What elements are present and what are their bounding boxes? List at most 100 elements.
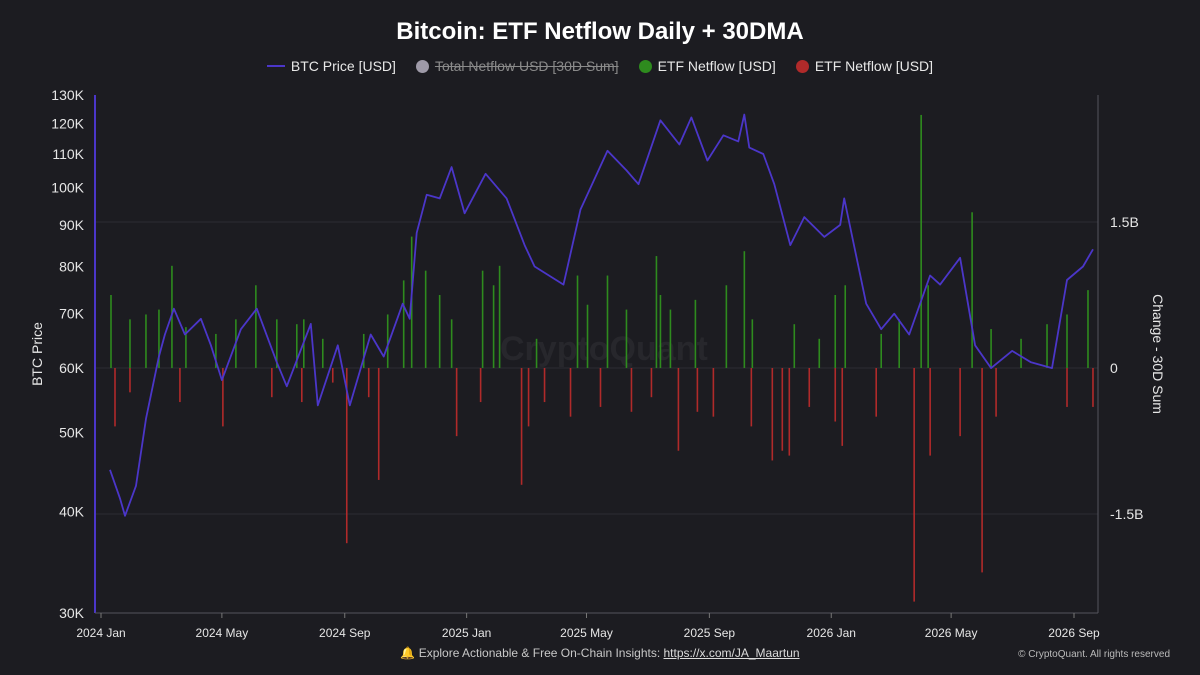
right-tick-label: 0 (1110, 360, 1118, 376)
inflow-bar (606, 275, 609, 368)
y-tick-label: 110K (52, 146, 84, 162)
inflow-bar (971, 212, 973, 368)
inflow-bar (402, 280, 405, 368)
chart-legend: BTC Price [USD] Total Netflow USD [30D S… (0, 58, 1200, 74)
copyright-text: © CryptoQuant. All rights reserved (1018, 649, 1170, 660)
inflow-bar (990, 329, 992, 368)
inflow-bar (625, 309, 628, 368)
outflow-bar (834, 368, 837, 422)
inflow-bar (1066, 314, 1068, 368)
inflow-bar (158, 309, 160, 368)
inflow-bar (438, 295, 441, 368)
outflow-bar (875, 368, 878, 417)
inflow-bar (255, 285, 257, 368)
outflow-bar (331, 368, 334, 383)
inflow-bar (818, 338, 821, 368)
outflow-bar (455, 368, 458, 437)
inflow-bar (898, 319, 900, 368)
x-tick-label: 2026 Jan (807, 626, 856, 640)
inflow-bar (655, 256, 658, 368)
y-tick-label: 130K (51, 87, 84, 103)
chart-title: Bitcoin: ETF Netflow Daily + 30DMA (396, 18, 804, 45)
outflow-bar (781, 368, 784, 451)
inflow-bar (215, 333, 217, 368)
outflow-bar (377, 368, 380, 480)
inflow-bar (185, 327, 187, 368)
outflow-bar (222, 368, 224, 427)
inflow-bar (1087, 290, 1089, 368)
inflow-bar (362, 333, 365, 368)
footer-link[interactable]: https://x.com/JA_Maartun (663, 646, 800, 660)
x-tick-label: 2024 Jan (76, 626, 125, 640)
y-tick-label: 100K (51, 180, 84, 196)
inflow-bar (110, 295, 112, 368)
inflow-bar (424, 270, 427, 368)
watermark-text: CryptoQuant (500, 330, 708, 368)
legend-label: ETF Netflow [USD] (657, 58, 776, 74)
inflow-bar (492, 285, 495, 368)
outflow-bar (981, 368, 983, 573)
outflow-bar (771, 368, 774, 461)
y-axis-title: BTC Price (29, 322, 45, 386)
outflow-bar (788, 368, 791, 456)
inflow-bar (1046, 324, 1048, 368)
legend-dot-swatch (795, 59, 809, 73)
y-tick-label: 90K (59, 217, 85, 233)
outflow-bar (129, 368, 131, 393)
inflow-bar (834, 295, 837, 368)
legend-item-etf-inflow[interactable]: ETF Netflow [USD] (638, 58, 776, 74)
outflow-bar (841, 368, 844, 446)
legend-item-btc-price[interactable]: BTC Price [USD] (266, 58, 396, 74)
inflow-bar (920, 114, 922, 368)
inflow-bar (880, 333, 882, 368)
outflow-bar (630, 368, 633, 412)
x-tick-label: 2026 May (925, 626, 978, 640)
outflow-bar (367, 368, 370, 398)
inflow-bar (498, 265, 501, 368)
outflow-bar (750, 368, 753, 427)
right-axis-title: Change - 30D Sum (1150, 294, 1166, 414)
y-tick-label: 50K (59, 425, 85, 441)
legend-dot-swatch (415, 59, 429, 73)
outflow-bar (114, 368, 116, 427)
inflow-bar (296, 324, 298, 368)
outflow-bar (527, 368, 530, 427)
outflow-bar (520, 368, 523, 485)
inflow-bar (576, 275, 579, 368)
y-tick-label: 60K (59, 360, 85, 376)
inflow-bar (145, 314, 147, 368)
inflow-bar (321, 338, 324, 368)
legend-dot-swatch (638, 59, 652, 73)
legend-label: ETF Netflow [USD] (814, 58, 934, 74)
inflow-bar (1020, 338, 1022, 368)
x-tick-label: 2025 Sep (684, 626, 736, 640)
outflow-bar (712, 368, 715, 417)
x-tick-label: 2025 Jan (442, 626, 491, 640)
btc-price-line (109, 113, 1094, 517)
inflow-bar (751, 319, 754, 368)
y-tick-label: 120K (51, 115, 84, 131)
inflow-bar (725, 285, 728, 368)
x-tick-label: 2024 May (196, 626, 249, 640)
outflow-bar (913, 368, 915, 602)
right-tick-label: -1.5B (1110, 506, 1143, 522)
y-tick-label: 30K (59, 605, 85, 621)
outflow-bar (929, 368, 931, 456)
inflow-bar (694, 299, 697, 368)
footer-insights: 🔔 Explore Actionable & Free On-Chain Ins… (0, 646, 1200, 660)
outflow-bar (1092, 368, 1094, 407)
legend-item-etf-outflow[interactable]: ETF Netflow [USD] (795, 58, 934, 74)
legend-item-total-netflow[interactable]: Total Netflow USD [30D Sum] (415, 58, 619, 74)
y-tick-label: 80K (59, 259, 85, 275)
inflow-bar (481, 270, 484, 368)
inflow-bar (586, 304, 589, 368)
outflow-bar (677, 368, 680, 451)
y-tick-label: 40K (59, 503, 85, 519)
outflow-bar (995, 368, 997, 417)
inflow-bar (450, 319, 453, 368)
inflow-bar (793, 324, 796, 368)
outflow-bar (569, 368, 572, 417)
inflow-bar (386, 314, 389, 368)
right-tick-label: 1.5B (1110, 214, 1139, 230)
